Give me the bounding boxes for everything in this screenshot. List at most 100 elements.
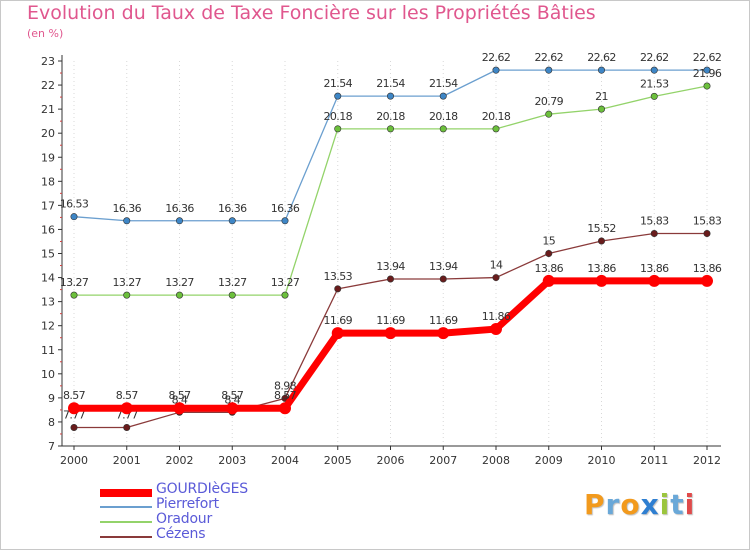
data-point-czens — [650, 230, 658, 238]
data-label-gourdiges: 8.57 — [221, 389, 244, 402]
data-point-gourdiges — [701, 274, 713, 287]
data-label-gourdiges: 11.69 — [324, 314, 353, 327]
logo-letter: o — [620, 488, 641, 521]
data-point-czens — [386, 275, 394, 283]
data-point-gourdiges — [279, 402, 291, 415]
x-tick-label: 2004 — [271, 454, 299, 467]
data-label-gourdiges: 8.57 — [168, 389, 191, 402]
data-label-gourdiges: 13.86 — [587, 262, 616, 275]
data-point-czens — [492, 274, 500, 282]
logo-letter: i — [659, 488, 671, 521]
data-label-oradour: 13.27 — [113, 276, 142, 289]
data-point-gourdiges — [437, 327, 450, 340]
data-point-oradour — [492, 125, 500, 133]
y-tick-label: 12 — [41, 320, 55, 333]
data-label-pierrefort: 21.54 — [429, 77, 458, 90]
data-label-czens: 15.83 — [640, 215, 669, 228]
data-label-gourdiges: 11.86 — [482, 310, 511, 323]
y-tick-label: 14 — [41, 272, 55, 285]
y-tick-label: 20 — [41, 127, 55, 140]
data-label-pierrefort: 16.36 — [271, 202, 300, 215]
data-label-pierrefort: 22.62 — [482, 51, 511, 64]
data-point-czens — [703, 230, 711, 238]
data-label-czens: 8.4 — [172, 393, 188, 406]
x-tick-label: 2005 — [324, 454, 352, 467]
data-label-czens: 13.53 — [324, 270, 353, 283]
data-label-gourdiges: 13.86 — [693, 262, 722, 275]
data-point-pierrefort — [334, 92, 342, 100]
legend-label-oradour: Oradour — [156, 511, 213, 527]
data-label-czens: 13.94 — [429, 260, 458, 273]
data-label-pierrefort: 16.36 — [165, 202, 194, 215]
data-point-gourdiges — [226, 402, 239, 415]
legend-swatch-cezens — [100, 536, 152, 538]
data-point-pierrefort — [228, 217, 236, 225]
logo-letter: t — [670, 488, 685, 521]
data-point-oradour — [176, 291, 184, 299]
x-tick-label: 2011 — [640, 454, 668, 467]
y-tick-label: 11 — [41, 344, 55, 357]
data-point-czens — [439, 275, 447, 283]
data-point-oradour — [334, 125, 342, 133]
data-point-oradour — [281, 291, 289, 299]
data-point-oradour — [70, 291, 78, 299]
data-point-gourdiges — [331, 327, 344, 340]
data-point-oradour — [597, 105, 605, 113]
data-label-pierrefort: 21.54 — [324, 77, 353, 90]
data-point-pierrefort — [545, 66, 553, 74]
legend-swatch-oradour — [100, 521, 152, 523]
chart-title: Evolution du Taux de Taxe Foncière sur l… — [27, 2, 596, 24]
data-label-oradour: 13.27 — [271, 276, 300, 289]
data-point-czens — [545, 250, 553, 258]
data-label-gourdiges: 13.86 — [535, 262, 564, 275]
y-tick-label: 7 — [48, 440, 55, 453]
data-label-oradour: 20.79 — [535, 95, 564, 108]
data-label-pierrefort: 22.62 — [640, 51, 669, 64]
x-tick-label: 2001 — [113, 454, 141, 467]
data-point-gourdiges — [542, 274, 555, 287]
data-point-oradour — [386, 125, 394, 133]
data-point-pierrefort — [70, 213, 78, 221]
data-label-czens: 15.83 — [693, 215, 722, 228]
data-label-oradour: 21.53 — [640, 77, 669, 90]
data-label-czens: 15.52 — [587, 222, 616, 235]
data-label-oradour: 13.27 — [60, 276, 89, 289]
y-tick-label: 13 — [41, 296, 55, 309]
data-label-czens: 8.4 — [224, 393, 240, 406]
x-tick-label: 2008 — [482, 454, 510, 467]
data-label-oradour: 20.18 — [376, 110, 405, 123]
x-tick-label: 2009 — [535, 454, 563, 467]
y-tick-label: 19 — [41, 151, 55, 164]
data-label-pierrefort: 16.36 — [113, 202, 142, 215]
legend-label-cezens: Cézens — [156, 526, 206, 542]
data-label-czens: 8.98 — [274, 379, 297, 392]
logo-letter: i — [684, 488, 696, 521]
data-label-oradour: 20.18 — [429, 110, 458, 123]
y-tick-label: 18 — [41, 175, 55, 188]
data-label-oradour: 20.18 — [482, 110, 511, 123]
logo-letter: P — [584, 488, 606, 521]
data-point-pierrefort — [386, 92, 394, 100]
x-tick-label: 2012 — [693, 454, 721, 467]
x-tick-label: 2002 — [166, 454, 194, 467]
data-label-czens: 15 — [542, 235, 555, 248]
data-point-pierrefort — [597, 66, 605, 74]
x-tick-label: 2000 — [60, 454, 88, 467]
data-label-oradour: 13.27 — [218, 276, 247, 289]
legend-label-pierrefort: Pierrefort — [156, 496, 219, 512]
data-point-pierrefort — [439, 92, 447, 100]
data-point-gourdiges — [68, 402, 80, 415]
data-label-gourdiges: 13.86 — [640, 262, 669, 275]
data-label-oradour: 21.96 — [693, 67, 722, 80]
data-point-gourdiges — [173, 402, 186, 415]
data-point-pierrefort — [650, 66, 658, 74]
data-point-oradour — [439, 125, 447, 133]
legend-label-gourdieges: GOURDIèGES — [156, 481, 248, 497]
data-point-oradour — [545, 110, 553, 118]
data-point-czens — [123, 423, 131, 431]
data-point-oradour — [228, 291, 236, 299]
data-point-pierrefort — [703, 66, 711, 74]
data-point-gourdiges — [595, 274, 608, 287]
